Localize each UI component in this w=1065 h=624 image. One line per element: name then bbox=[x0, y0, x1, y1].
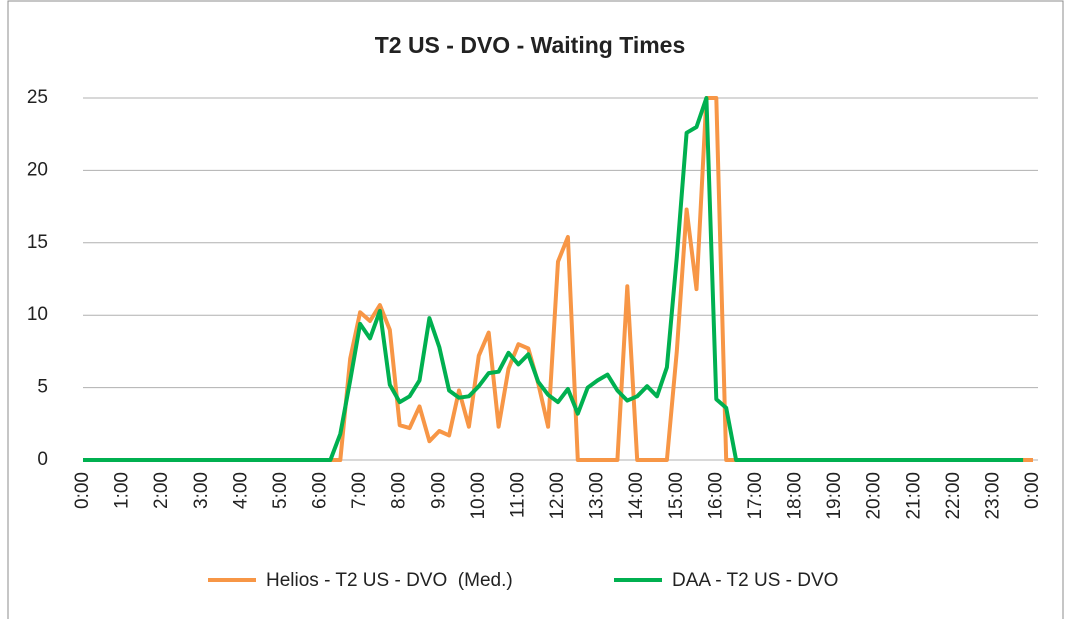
y-tick-label: 25 bbox=[27, 87, 48, 108]
x-tick-label: 9:00 bbox=[428, 472, 449, 509]
x-tick-label: 2:00 bbox=[151, 472, 172, 509]
x-tick-label: 20:00 bbox=[864, 472, 885, 520]
y-tick-label: 10 bbox=[27, 304, 48, 325]
x-tick-label: 19:00 bbox=[824, 472, 845, 520]
x-tick-label: 3:00 bbox=[191, 472, 212, 509]
x-tick-label: 22:00 bbox=[943, 472, 964, 520]
x-tick-label: 23:00 bbox=[982, 472, 1003, 520]
x-tick-label: 13:00 bbox=[587, 472, 608, 520]
series-line bbox=[83, 96, 1024, 462]
x-tick-label: 17:00 bbox=[745, 472, 766, 520]
legend-label: DAA - T2 US - DVO bbox=[672, 570, 838, 591]
legend-label: Helios - T2 US - DVO (Med.) bbox=[266, 570, 513, 591]
x-tick-label: 18:00 bbox=[785, 472, 806, 520]
x-tick-label: 5:00 bbox=[270, 472, 291, 509]
x-tick-label: 21:00 bbox=[903, 472, 924, 520]
x-tick-label: 7:00 bbox=[349, 472, 370, 509]
x-tick-label: 12:00 bbox=[547, 472, 568, 520]
y-tick-label: 5 bbox=[37, 377, 48, 398]
y-tick-label: 0 bbox=[37, 449, 48, 470]
x-tick-label: 15:00 bbox=[666, 472, 687, 520]
y-tick-label: 15 bbox=[27, 232, 48, 253]
x-tick-label: 1:00 bbox=[112, 472, 133, 509]
x-tick-label: 8:00 bbox=[389, 472, 410, 509]
x-tick-label: 16:00 bbox=[705, 472, 726, 520]
y-tick-label: 20 bbox=[27, 159, 48, 180]
x-tick-label: 14:00 bbox=[626, 472, 647, 520]
chart-border bbox=[7, 0, 1064, 624]
chart-title: T2 US - DVO - Waiting Times bbox=[375, 32, 686, 58]
x-tick-label: 0:00 bbox=[72, 472, 93, 509]
x-tick-label: 4:00 bbox=[230, 472, 251, 509]
x-tick-label: 10:00 bbox=[468, 472, 489, 520]
x-tick-label: 11:00 bbox=[507, 472, 528, 518]
x-tick-label: 0:00 bbox=[1022, 472, 1043, 509]
x-tick-label: 6:00 bbox=[310, 472, 331, 509]
